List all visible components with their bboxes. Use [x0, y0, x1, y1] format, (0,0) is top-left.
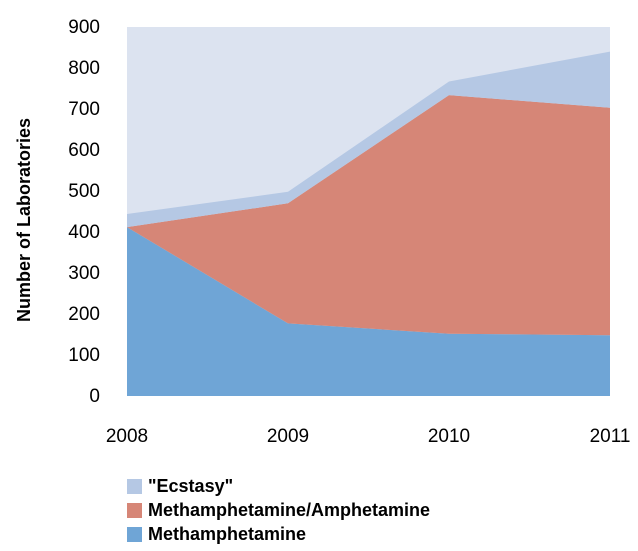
area-series-group: [127, 51, 610, 396]
legend: "Ecstasy" Methamphetamine/Amphetamine Meth…: [127, 474, 430, 546]
y-tick-label: 0: [89, 386, 100, 407]
legend-swatch: [127, 478, 142, 494]
legend-swatch: [127, 502, 142, 518]
y-tick-label: 700: [68, 99, 100, 120]
legend-swatch: [127, 526, 142, 542]
y-tick-label: 800: [68, 58, 100, 79]
x-axis-ticks: 2008 2009 2010 2011: [106, 426, 631, 447]
x-tick-label: 2010: [428, 426, 470, 447]
y-tick-label: 900: [68, 17, 100, 38]
y-tick-label: 300: [68, 263, 100, 284]
y-axis-label: Number of Laboratories: [14, 118, 34, 322]
x-tick-label: 2011: [590, 426, 631, 447]
x-tick-label: 2009: [267, 426, 309, 447]
legend-label: Methamphetamine: [148, 523, 307, 544]
legend-item: Methamphetamine/Amphetamine: [127, 498, 430, 522]
legend-label: "Ecstasy": [148, 475, 234, 496]
legend-item: "Ecstasy": [127, 474, 430, 498]
y-tick-label: 500: [68, 181, 100, 202]
legend-item: Methamphetamine: [127, 522, 430, 546]
area-series-0: [127, 227, 610, 396]
area-series-2: [127, 51, 610, 228]
legend-label: Methamphetamine/Amphetamine: [148, 499, 431, 520]
y-tick-label: 100: [68, 345, 100, 366]
x-tick-label: 2008: [106, 426, 148, 447]
y-tick-label: 600: [68, 140, 100, 161]
area-series-1: [127, 95, 610, 336]
y-tick-label: 200: [68, 304, 100, 325]
y-axis-ticks: 0 100 200 300 400 500 600 700 800 900: [68, 17, 100, 407]
y-tick-label: 400: [68, 222, 100, 243]
